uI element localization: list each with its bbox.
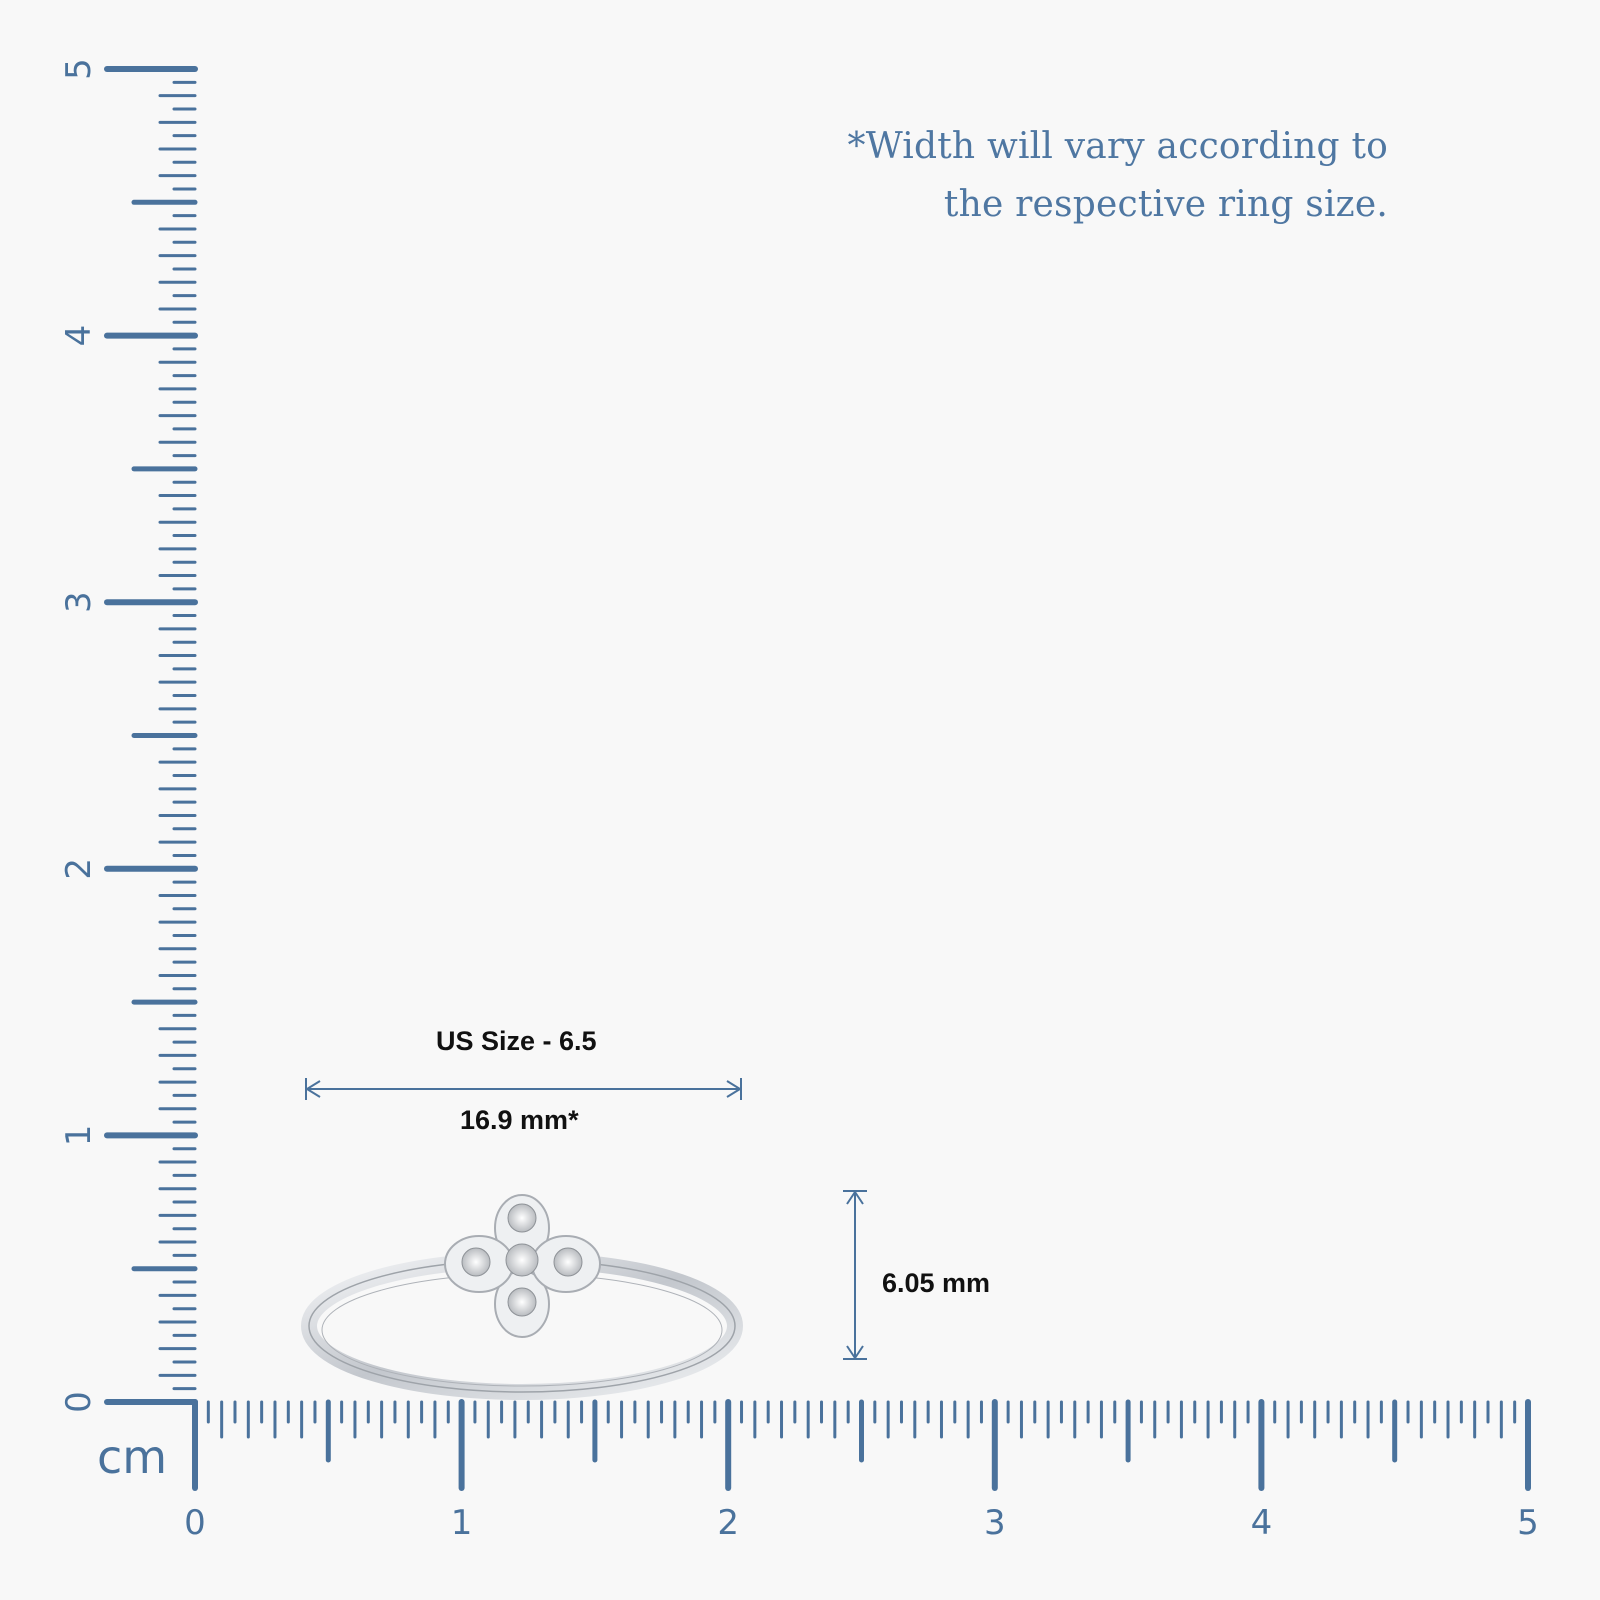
ring-image (301, 1194, 743, 1400)
unit-label: cm (97, 1430, 167, 1484)
ring-size-label: US Size - 6.5 (436, 1026, 597, 1056)
width-dimension-arrow (305, 1078, 742, 1100)
y-tick-label: 3 (59, 591, 99, 613)
y-tick-label: 1 (59, 1125, 99, 1147)
y-tick-label: 0 (59, 1391, 99, 1413)
y-tick-label: 4 (59, 325, 99, 347)
ring-height-label: 6.05 mm (882, 1268, 991, 1298)
note-line-1: *Width will vary according to (847, 126, 1388, 167)
x-tick-label: 5 (1517, 1503, 1539, 1543)
width-disclaimer-note: *Width will vary according to the respec… (848, 118, 1388, 234)
ruler: 0 1 2 3 4 5 0 1 2 3 4 5 cm (59, 58, 1539, 1543)
x-tick-label: 2 (717, 1503, 739, 1543)
x-tick-label: 3 (984, 1503, 1006, 1543)
y-tick-label: 5 (59, 58, 99, 80)
x-tick-label: 4 (1251, 1503, 1273, 1543)
note-line-2: the respective ring size. (943, 184, 1388, 225)
ring-width-label: 16.9 mm* (460, 1105, 579, 1135)
x-tick-label: 1 (451, 1503, 473, 1543)
y-tick-label: 2 (59, 858, 99, 880)
height-dimension-arrow (843, 1190, 867, 1360)
x-tick-label: 0 (184, 1503, 206, 1543)
